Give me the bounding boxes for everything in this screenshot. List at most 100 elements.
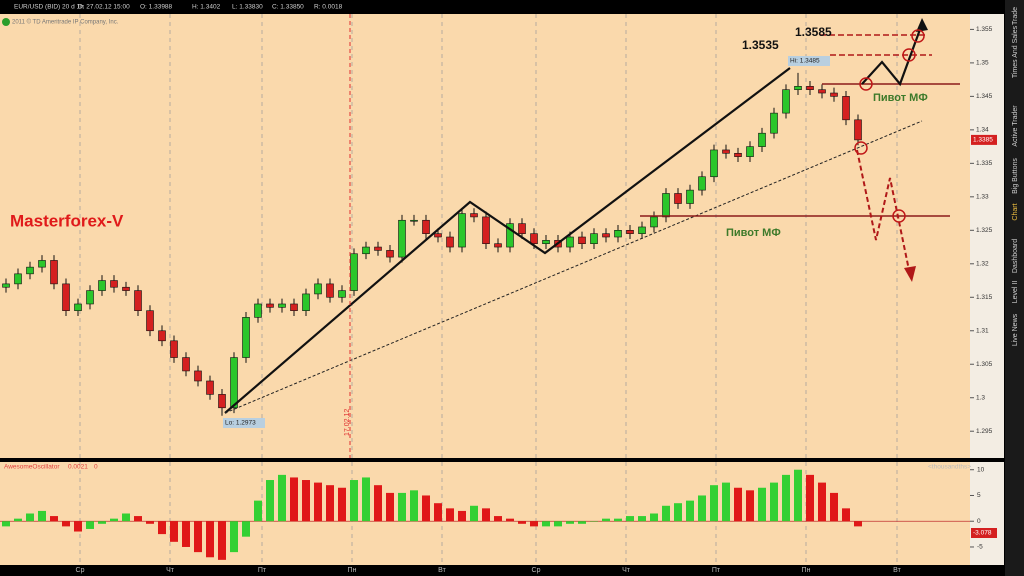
y-tick-label: 1.355 (976, 26, 993, 33)
oscillator-bar (50, 516, 58, 522)
candle-body (386, 250, 394, 258)
candle-body (62, 283, 70, 311)
zigzag-trend (224, 67, 791, 414)
oscillator-bar (722, 482, 730, 522)
oscillator-title: AwesomeOscillator (4, 464, 60, 471)
side-tab[interactable]: Times And Sales (1012, 25, 1019, 78)
oscillator-bar (662, 505, 670, 522)
candle-body (770, 112, 778, 134)
candle-body (638, 226, 646, 234)
oscillator-bar (734, 487, 742, 522)
candle-body (50, 260, 58, 285)
oscillator-bar (782, 474, 790, 522)
candle-body (278, 303, 286, 308)
oscillator-bar (158, 521, 166, 535)
candle-body (662, 193, 670, 218)
last-price-label: 1.3385 (973, 137, 993, 144)
header-field: O: 1.33988 (140, 4, 173, 11)
candle-body (170, 340, 178, 358)
oscillator-bar (314, 482, 322, 522)
oscillator-bar (74, 521, 82, 532)
candle-body (506, 223, 514, 248)
candle-body (482, 216, 490, 245)
oscillator-bar (86, 521, 94, 529)
side-tab[interactable]: Dashboard (1012, 239, 1019, 273)
annotation: Пивот МФ (726, 227, 781, 239)
candle-body (266, 303, 274, 308)
candle-body (290, 303, 298, 311)
side-tab[interactable]: Big Buttons (1012, 158, 1019, 194)
candle-body (158, 330, 166, 342)
annotation: Lo: 1.2973 (225, 420, 256, 427)
candle-body (590, 233, 598, 245)
candle-body (626, 230, 634, 234)
arrow-head (916, 18, 928, 32)
candle-body (242, 317, 250, 358)
oscillator-bar (698, 495, 706, 522)
header-field: H: 1.3402 (192, 4, 221, 11)
y-tick-label: 10 (977, 466, 985, 473)
header-field: L: 1.33830 (232, 4, 263, 11)
candle-body (674, 193, 682, 204)
header-field: EUR/USD (BID) 20 d 1h (14, 4, 84, 11)
marker-circle (854, 141, 868, 155)
oscillator-bar (386, 492, 394, 522)
side-tab[interactable]: Active Trader (1012, 105, 1019, 147)
oscillator-bar (470, 505, 478, 522)
candle-body (422, 219, 430, 234)
oscillator-bar (638, 516, 646, 522)
oscillator-bar (362, 477, 370, 522)
oscillator-bar (170, 521, 178, 542)
x-tick-label: Чт (166, 567, 175, 574)
header-field: C: 1.33850 (272, 4, 304, 11)
candle-body (410, 219, 418, 222)
oscillator-bar (674, 503, 682, 522)
oscillator-bar (530, 521, 538, 527)
oscillator-bar (2, 521, 10, 527)
oscillator-bar (614, 518, 622, 522)
oscillator-bar (746, 490, 754, 522)
oscillator-bar (818, 482, 826, 522)
candle-body (782, 89, 790, 114)
oscillator-bar (434, 503, 442, 522)
oscillator-bar (206, 521, 214, 558)
candle-body (74, 303, 82, 311)
oscillator-bar (326, 485, 334, 522)
candle-body (530, 233, 538, 245)
oscillator-bar (770, 482, 778, 522)
marker-circle (892, 209, 906, 223)
last-price-tag (971, 134, 997, 145)
oscillator-bar (278, 474, 286, 522)
side-tab[interactable]: Live News (1012, 313, 1019, 346)
candle-body (182, 357, 190, 372)
candle-body (2, 283, 10, 288)
side-tab[interactable]: Chart (1012, 203, 1019, 220)
oscillator-bar (38, 510, 46, 522)
candle-body (350, 253, 358, 291)
y-tick-label: 1.315 (976, 294, 993, 301)
candle-body (758, 132, 766, 147)
annotation: Пивот МФ (873, 92, 928, 104)
candle-body (494, 243, 502, 248)
candle-body (686, 189, 694, 204)
oscillator-bar (686, 500, 694, 522)
side-tab[interactable]: Level II (1012, 281, 1019, 304)
candle-body (326, 283, 334, 298)
oscillator-bar (626, 516, 634, 522)
oscillator-units: <thousandths> (928, 464, 971, 471)
marker-circle (859, 77, 873, 91)
y-tick-label: 1.295 (976, 428, 993, 435)
candle-body (338, 290, 346, 298)
annotation: 1.3535 (742, 38, 779, 52)
candle-body (122, 286, 130, 291)
oscillator-bar (842, 508, 850, 522)
y-tick-label: 1.33 (976, 194, 989, 201)
candle-body (86, 290, 94, 305)
candles (2, 72, 862, 416)
price-callout-box (788, 56, 830, 66)
annotation: 17.02.12 (344, 409, 351, 436)
oscillator-bar (374, 485, 382, 522)
oscillator-bar (146, 521, 154, 524)
side-tab[interactable]: Trade (1012, 7, 1019, 25)
